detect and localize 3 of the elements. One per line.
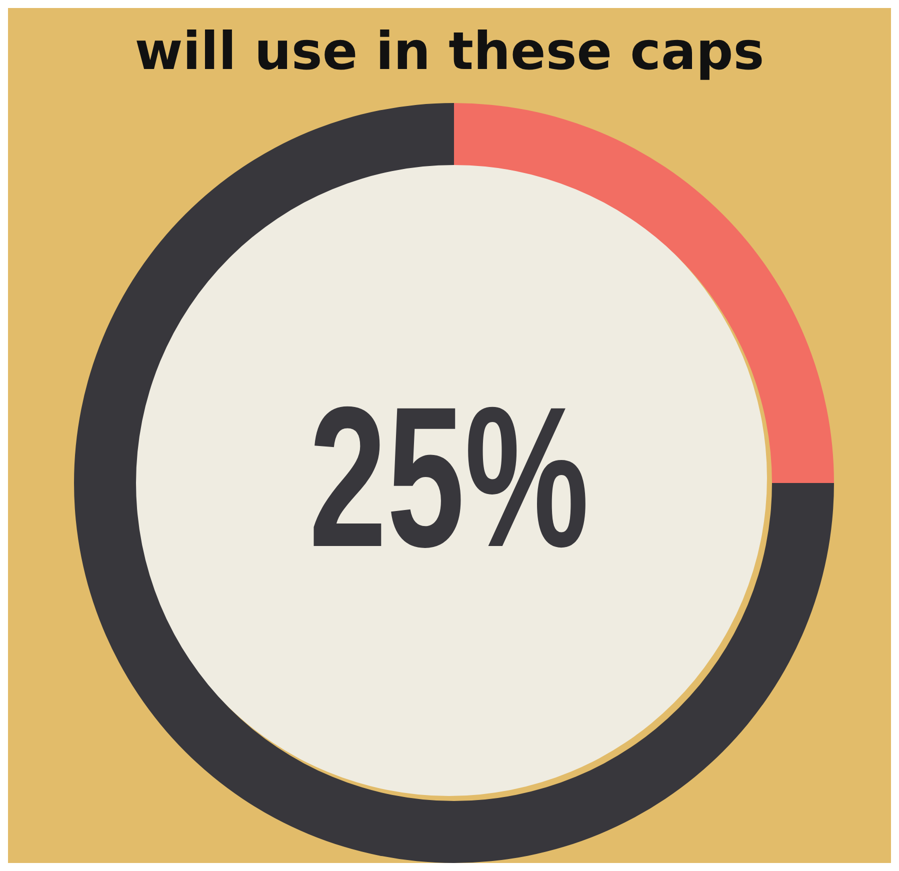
text: 25% xyxy=(308,366,590,589)
donut-slice xyxy=(74,103,834,863)
chart-title: will use in these caps xyxy=(134,22,766,82)
